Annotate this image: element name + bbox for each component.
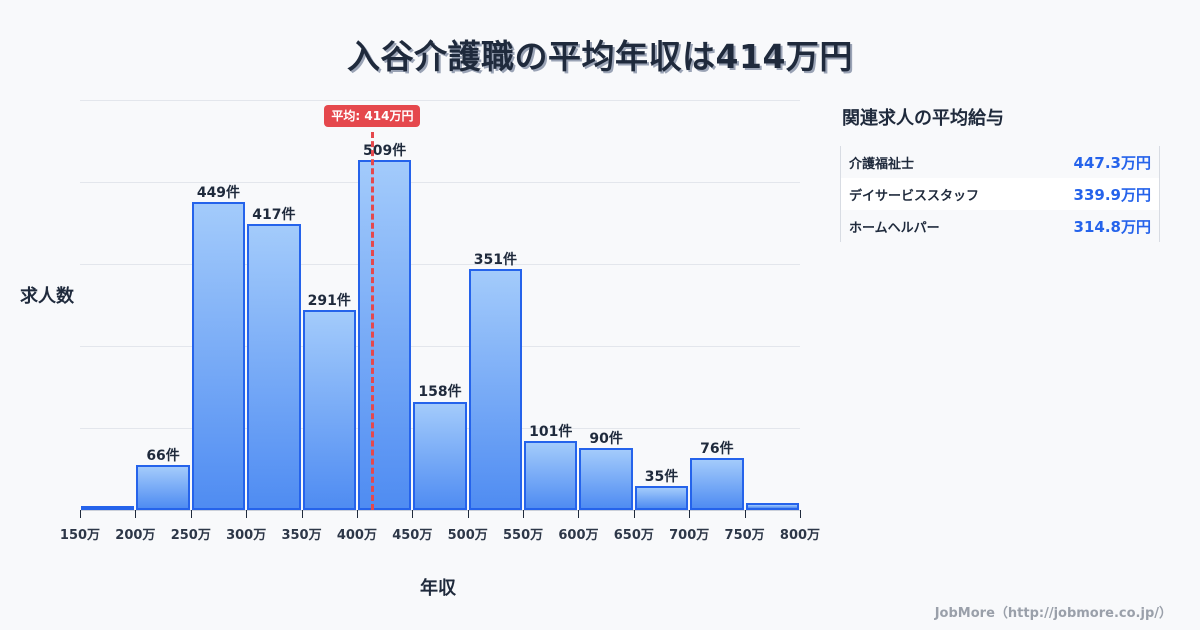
x-tick <box>80 510 81 518</box>
job-name: デイサービススタッフ <box>849 188 980 204</box>
histogram-bar[interactable] <box>191 201 246 510</box>
histogram-bar[interactable] <box>81 506 135 510</box>
bar-value-label: 66件 <box>146 447 180 464</box>
related-salary-title: 関連求人の平均給与 <box>842 108 1004 129</box>
bar-value-label: 158件 <box>418 384 462 401</box>
gridline <box>80 346 800 347</box>
x-tick-label: 300万 <box>226 528 267 543</box>
histogram-bar[interactable] <box>745 503 799 510</box>
bar-value-label: 417件 <box>252 206 296 223</box>
histogram-bar[interactable] <box>524 440 578 510</box>
bar-value-label: 76件 <box>700 440 734 457</box>
x-tick <box>467 510 469 518</box>
bar-value-label: 35件 <box>644 468 679 485</box>
related-salary-row: デイサービススタッフ 339.9万円 <box>841 178 1159 210</box>
bar-value-label: 90件 <box>589 431 623 448</box>
histogram-plot-area: 66件 449件 417件 291件 509件 158件 351件 101件 90件 35件 76件… <box>80 100 800 511</box>
average-line <box>371 132 375 510</box>
x-axis-label: 年収 <box>420 578 456 599</box>
histogram-bar[interactable] <box>579 448 633 510</box>
x-tick <box>190 510 192 518</box>
x-axis-line <box>80 510 800 511</box>
related-salary-table: 介護福祉士 447.3万円 デイサービススタッフ 339.9万円 ホームヘルパー… <box>840 146 1160 242</box>
x-tick <box>356 510 358 518</box>
job-salary: 339.9万円 <box>1073 185 1151 204</box>
histogram-bar[interactable] <box>302 310 356 510</box>
x-tick-label: 550万 <box>502 528 544 543</box>
histogram-bar[interactable] <box>634 485 689 510</box>
job-salary: 447.3万円 <box>1073 153 1151 172</box>
x-tick-label: 650万 <box>613 528 654 543</box>
job-name: ホームヘルパー <box>849 220 940 236</box>
x-tick <box>412 510 414 518</box>
histogram-bar[interactable] <box>413 401 467 510</box>
job-name: 介護福祉士 <box>849 156 915 172</box>
x-tick-label: 750万 <box>724 528 765 543</box>
histogram-bar[interactable] <box>136 464 190 510</box>
x-tick <box>633 510 635 518</box>
bar-value-label: 449件 <box>196 184 241 201</box>
related-salary-row: 介護福祉士 447.3万円 <box>841 146 1159 178</box>
chart-title: 入谷介護職の平均年収は414万円 <box>347 37 853 76</box>
x-tick <box>800 510 801 518</box>
bar-value-label: 291件 <box>307 293 351 310</box>
histogram-bar[interactable] <box>468 268 523 510</box>
gridline <box>80 182 800 183</box>
x-tick <box>744 510 746 518</box>
x-tick-label: 500万 <box>447 528 488 543</box>
gridline <box>80 264 800 265</box>
x-tick-label: 800万 <box>779 528 821 543</box>
x-tick-label: 250万 <box>170 528 211 543</box>
x-tick <box>689 510 691 518</box>
x-tick-label: 150万 <box>59 528 101 543</box>
x-tick-label: 600万 <box>558 528 599 543</box>
job-salary: 314.8万円 <box>1073 217 1151 236</box>
bar-value-label: 101件 <box>529 423 573 440</box>
x-tick <box>135 510 137 518</box>
histogram-bar[interactable] <box>247 223 301 510</box>
y-axis-label: 求人数 <box>20 286 74 307</box>
x-tick <box>301 510 303 518</box>
x-tick-label: 400万 <box>336 528 377 543</box>
x-tick-label: 200万 <box>115 528 156 543</box>
x-tick <box>246 510 248 518</box>
x-tick <box>523 510 525 518</box>
bar-value-label: 351件 <box>473 251 517 268</box>
bar-value-label: 509件 <box>362 143 407 160</box>
source-credit: JobMore（http://jobmore.co.jp/） <box>934 606 1172 621</box>
x-tick-label: 450万 <box>392 528 433 543</box>
x-tick-label: 700万 <box>669 528 710 543</box>
histogram-bar[interactable] <box>690 457 744 510</box>
x-tick <box>578 510 580 518</box>
related-salary-row: ホームヘルパー 314.8万円 <box>841 210 1159 242</box>
average-badge: 平均: 414万円 <box>324 105 421 127</box>
x-tick-label: 350万 <box>281 528 322 543</box>
histogram-bar[interactable] <box>357 160 412 510</box>
gridline <box>80 100 800 101</box>
